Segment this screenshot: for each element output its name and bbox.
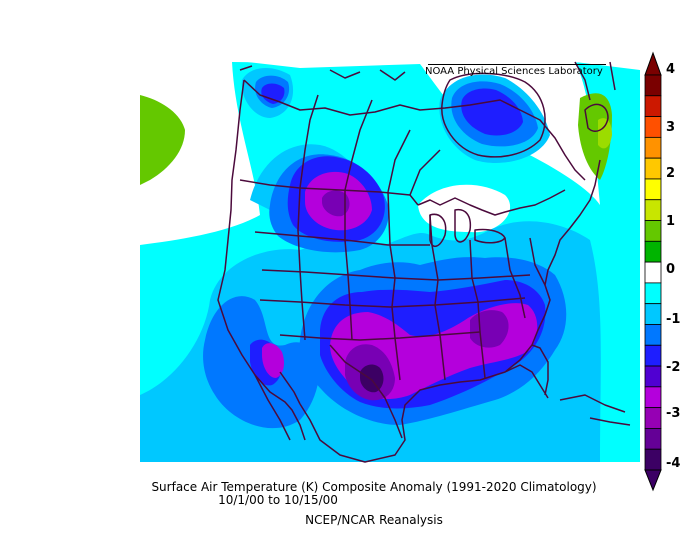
colorbar-swatch (644, 448, 662, 471)
colorbar-swatch (644, 365, 662, 388)
colorbar-swatch (644, 220, 662, 242)
colorbar-swatch (644, 261, 662, 284)
colorbar-swatch (644, 303, 662, 325)
anomaly-region-n35 (360, 364, 384, 393)
colorbar-swatch (644, 74, 662, 97)
colorbar-swatch (644, 428, 662, 450)
date-range: 10/1/00 to 10/15/00 (218, 493, 338, 507)
colorbar-tick-label: 3 (666, 120, 676, 135)
anomaly-region-p05 (140, 95, 185, 185)
colorbar-tick-label: -4 (666, 456, 681, 471)
colorbar-swatch (644, 240, 662, 263)
credit-underline (428, 64, 606, 65)
colorbar-tick-label: 1 (666, 214, 676, 229)
colorbar-swatch (644, 178, 662, 201)
colorbar-tick-label: 0 (666, 262, 676, 277)
colorbar-swatch (644, 116, 662, 138)
colorbar-swatch (644, 199, 662, 221)
colorbar-bottom-arrow (644, 469, 662, 492)
colorbar-swatch (644, 157, 662, 180)
colorbar-tick-label: -1 (666, 312, 681, 327)
map-borders (217, 61, 631, 463)
colorbar-swatch (644, 407, 662, 429)
map-title: Surface Air Temperature (K) Composite An… (151, 480, 597, 494)
colorbar-swatch (644, 136, 662, 159)
colorbar-tick-label: 4 (666, 62, 676, 77)
colorbar-tick-label: -2 (666, 360, 681, 375)
colorbar-top-arrow (644, 51, 662, 76)
colorbar-tick-label: 2 (666, 166, 676, 181)
credit-label: NOAA Physical Sciences Laboratory (425, 66, 603, 77)
colorbar (644, 51, 662, 492)
data-source: NCEP/NCAR Reanalysis (305, 513, 443, 527)
colorbar-swatch (644, 282, 662, 305)
colorbar-swatch (644, 95, 662, 117)
colorbar-swatch (644, 324, 662, 346)
colorbar-swatch (644, 344, 662, 367)
colorbar-swatch (644, 386, 662, 409)
colorbar-tick-label: -3 (666, 406, 681, 421)
